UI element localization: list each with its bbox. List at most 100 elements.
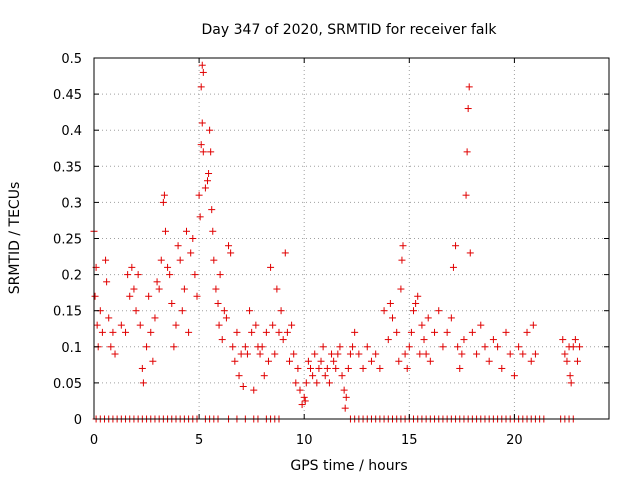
data-point bbox=[395, 357, 403, 365]
data-point bbox=[376, 364, 384, 372]
data-point bbox=[102, 256, 110, 264]
data-point bbox=[321, 372, 329, 380]
y-tick-label: 0.4 bbox=[61, 124, 82, 139]
data-point bbox=[207, 148, 215, 156]
data-point bbox=[239, 383, 247, 391]
data-points bbox=[90, 61, 584, 423]
data-point bbox=[231, 357, 239, 365]
data-point bbox=[559, 336, 567, 344]
data-point bbox=[136, 321, 144, 329]
data-point bbox=[172, 321, 180, 329]
data-point bbox=[145, 292, 153, 300]
y-tick-label: 0.1 bbox=[61, 341, 82, 356]
data-point bbox=[267, 263, 275, 271]
data-point bbox=[489, 336, 497, 344]
data-point bbox=[334, 350, 342, 358]
data-point bbox=[330, 357, 338, 365]
data-point bbox=[147, 328, 155, 336]
data-point bbox=[307, 364, 315, 372]
data-point bbox=[204, 177, 212, 185]
data-point bbox=[313, 379, 321, 387]
data-point bbox=[531, 350, 539, 358]
data-point bbox=[275, 328, 283, 336]
data-point bbox=[216, 271, 224, 279]
data-point bbox=[269, 321, 277, 329]
data-point bbox=[273, 285, 281, 293]
data-point bbox=[187, 249, 195, 257]
x-axis-label: GPS time / hours bbox=[290, 458, 407, 474]
data-point bbox=[452, 242, 460, 250]
data-point bbox=[93, 321, 101, 329]
grid bbox=[94, 58, 609, 419]
data-point bbox=[426, 357, 434, 365]
data-point bbox=[576, 343, 584, 351]
data-point bbox=[290, 350, 298, 358]
data-point bbox=[466, 249, 474, 257]
data-point bbox=[473, 350, 481, 358]
data-point bbox=[199, 148, 207, 156]
data-point bbox=[246, 307, 254, 315]
data-point bbox=[159, 198, 167, 206]
data-point bbox=[315, 364, 323, 372]
data-point bbox=[191, 271, 199, 279]
data-point bbox=[386, 299, 394, 307]
data-point bbox=[237, 350, 245, 358]
data-point bbox=[336, 343, 344, 351]
data-point bbox=[498, 364, 506, 372]
data-point bbox=[569, 343, 577, 351]
data-point bbox=[454, 343, 462, 351]
data-point bbox=[323, 364, 331, 372]
data-point bbox=[117, 321, 125, 329]
data-point bbox=[422, 350, 430, 358]
data-point bbox=[340, 386, 348, 394]
data-point bbox=[139, 379, 147, 387]
data-point bbox=[341, 404, 349, 412]
data-point bbox=[176, 256, 184, 264]
data-point bbox=[418, 321, 426, 329]
y-axis: 0 0.05 0.1 0.15 0.2 0.25 0.3 0.35 0.4 0.45 0.5 bbox=[53, 52, 609, 428]
y-tick-label: 0.15 bbox=[53, 305, 82, 320]
data-point bbox=[372, 350, 380, 358]
data-point bbox=[319, 343, 327, 351]
data-point bbox=[463, 148, 471, 156]
data-point bbox=[399, 242, 407, 250]
y-tick-label: 0.25 bbox=[53, 233, 82, 248]
data-point bbox=[414, 292, 422, 300]
data-point bbox=[342, 393, 350, 401]
data-point bbox=[197, 83, 205, 91]
data-point bbox=[567, 379, 575, 387]
data-point bbox=[160, 191, 168, 199]
data-point bbox=[344, 364, 352, 372]
data-point bbox=[235, 372, 243, 380]
data-point bbox=[506, 350, 514, 358]
data-point bbox=[198, 119, 206, 127]
data-point bbox=[128, 263, 136, 271]
y-tick-label: 0.05 bbox=[53, 377, 82, 392]
data-point bbox=[346, 350, 354, 358]
data-point bbox=[283, 328, 291, 336]
data-point bbox=[384, 336, 392, 344]
data-point bbox=[309, 372, 317, 380]
data-point bbox=[325, 379, 333, 387]
data-point bbox=[218, 336, 226, 344]
data-point bbox=[111, 350, 119, 358]
data-point bbox=[185, 328, 193, 336]
data-point bbox=[302, 379, 310, 387]
x-tick-label: 15 bbox=[401, 433, 418, 448]
data-point bbox=[431, 328, 439, 336]
data-point bbox=[149, 357, 157, 365]
data-point bbox=[210, 256, 218, 264]
data-point bbox=[285, 357, 293, 365]
data-point bbox=[271, 350, 279, 358]
data-point bbox=[439, 343, 447, 351]
data-point bbox=[519, 350, 527, 358]
data-point bbox=[515, 343, 523, 351]
data-point bbox=[405, 343, 413, 351]
data-point bbox=[157, 256, 165, 264]
data-point bbox=[205, 170, 213, 178]
data-point bbox=[170, 343, 178, 351]
data-point bbox=[193, 292, 201, 300]
data-point bbox=[227, 249, 235, 257]
y-tick-label: 0.3 bbox=[61, 196, 82, 211]
